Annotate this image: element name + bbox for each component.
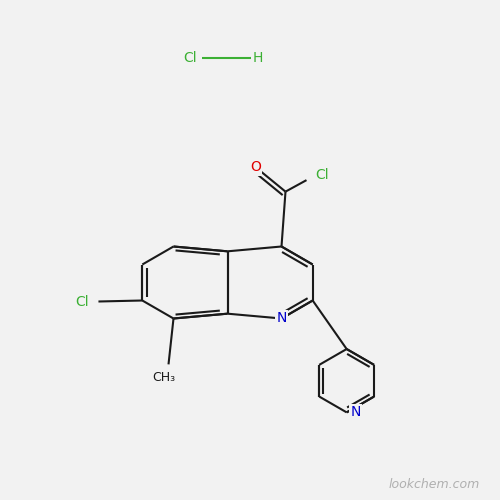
Text: lookchem.com: lookchem.com [389, 478, 480, 491]
Text: H: H [252, 50, 262, 64]
Text: CH₃: CH₃ [152, 371, 175, 384]
Text: O: O [250, 160, 261, 174]
Text: Cl: Cl [183, 50, 197, 64]
Text: Cl: Cl [76, 294, 90, 308]
Text: N: N [276, 312, 286, 326]
Text: N: N [350, 406, 361, 419]
Text: Cl: Cl [316, 168, 330, 181]
